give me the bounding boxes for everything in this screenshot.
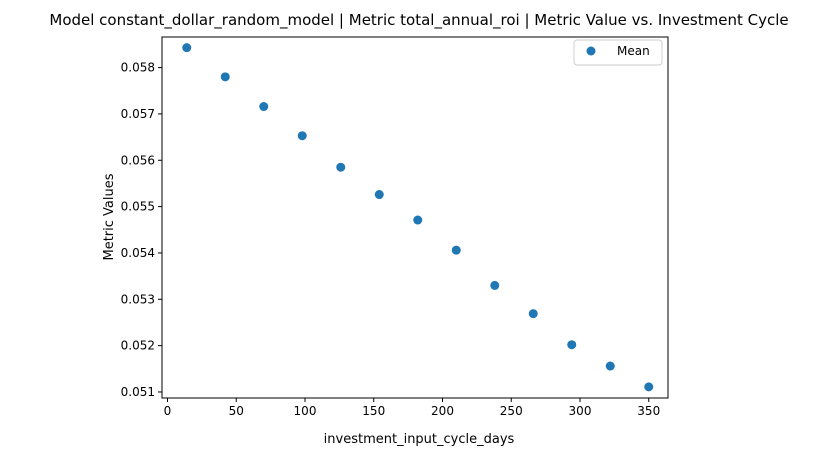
scatter-points xyxy=(182,43,654,392)
plot-frame xyxy=(161,36,669,399)
data-point xyxy=(297,131,307,141)
data-point xyxy=(182,43,192,53)
data-point xyxy=(336,162,346,172)
x-tick-label: 150 xyxy=(362,404,385,418)
x-axis-label: investment_input_cycle_days xyxy=(324,432,515,447)
x-tick-label: 100 xyxy=(294,404,317,418)
legend-label-mean: Mean xyxy=(617,44,650,58)
x-tick-label: 300 xyxy=(569,404,592,418)
legend-box xyxy=(573,39,663,66)
y-tick-label: 0.057 xyxy=(121,107,155,121)
x-tick-label: 50 xyxy=(229,404,244,418)
data-point xyxy=(413,215,423,225)
legend: Mean xyxy=(573,39,663,66)
data-point xyxy=(374,190,384,200)
y-tick-label: 0.052 xyxy=(121,339,155,353)
data-point xyxy=(605,361,615,371)
x-axis: 0 50 100 150 200 250 300 350 xyxy=(164,398,660,418)
x-tick-label: 250 xyxy=(500,404,523,418)
data-point xyxy=(567,340,577,350)
x-tick-label: 350 xyxy=(637,404,660,418)
x-tick-label: 0 xyxy=(164,404,172,418)
x-tick-label: 200 xyxy=(431,404,454,418)
y-tick-label: 0.058 xyxy=(121,61,155,75)
y-axis: 0.051 0.052 0.053 0.054 0.055 0.056 0.057 0.058 xyxy=(121,61,162,399)
y-tick-label: 0.051 xyxy=(121,385,155,399)
y-axis-label: Metric Values xyxy=(102,173,117,260)
legend-marker-mean xyxy=(586,46,596,56)
y-tick-label: 0.056 xyxy=(121,153,155,167)
data-point xyxy=(644,382,654,392)
data-point xyxy=(220,72,230,82)
data-point xyxy=(528,309,538,319)
data-point xyxy=(259,102,269,112)
y-tick-label: 0.055 xyxy=(121,200,155,214)
data-point xyxy=(490,280,500,290)
chart-title: Model constant_dollar_random_model | Met… xyxy=(49,11,788,30)
data-point xyxy=(451,245,461,255)
y-tick-label: 0.053 xyxy=(121,292,155,306)
y-tick-label: 0.054 xyxy=(121,246,155,260)
